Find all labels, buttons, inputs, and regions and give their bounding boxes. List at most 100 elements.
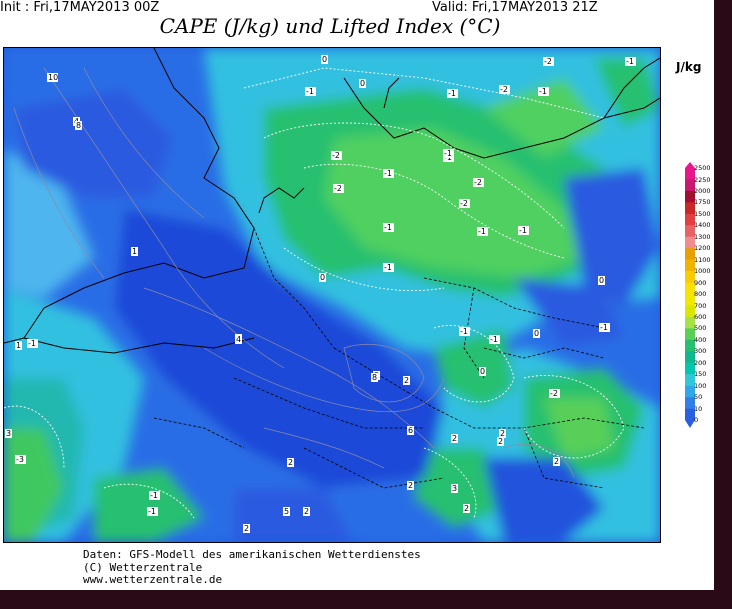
lifted-index-label: 2: [243, 524, 250, 533]
lifted-index-label: -2: [549, 389, 560, 398]
lifted-index-label: -2: [459, 199, 470, 208]
svg-text:8: 8: [372, 373, 377, 382]
colorbar-label: 1500: [694, 209, 711, 218]
bottom-frame: [0, 590, 732, 609]
colorbar-label: 600: [694, 312, 707, 321]
lifted-index-label: 2: [499, 429, 506, 438]
lifted-index-label: 0: [533, 329, 540, 338]
lifted-index-label: -1: [599, 323, 610, 332]
svg-text:-2: -2: [474, 178, 482, 187]
svg-text:-1: -1: [519, 226, 527, 235]
map-canvas: -2 -1 -2 -2 -1 -1 -1 -2 -1 -2 -1 -1 -2 -1 -1 -1 -1 -1 -1 -1…: [4, 48, 660, 542]
colorbar-label: 2500: [694, 164, 711, 172]
colorbar-bottom-arrow: [685, 420, 695, 428]
svg-text:-1: -1: [150, 491, 158, 500]
svg-text:-2: -2: [550, 389, 558, 398]
footer-credits: Daten: GFS-Modell des amerikanischen Wet…: [83, 548, 421, 587]
colorbar-cell: [685, 351, 695, 364]
colorbar-cell: [685, 190, 695, 203]
colorbar-label: 200: [694, 358, 707, 367]
lifted-index-label: 1: [15, 341, 22, 350]
colorbar-label: 50: [694, 393, 703, 402]
lifted-index-label: 2: [303, 507, 310, 516]
svg-text:-1: -1: [384, 263, 392, 272]
lifted-index-label: -1: [459, 327, 470, 336]
lifted-index-label: -1: [383, 263, 394, 272]
svg-text:3: 3: [452, 484, 457, 493]
colorbar-cell: [685, 213, 695, 226]
colorbar-cell: [685, 339, 695, 352]
colorbar-label: 400: [694, 335, 707, 344]
svg-text:-1: -1: [490, 335, 498, 344]
lifted-index-label: -1: [383, 169, 394, 178]
colorbar-label: 150: [694, 370, 707, 379]
lifted-index-label: 0: [598, 276, 605, 285]
colorbar-label: 800: [694, 290, 707, 298]
svg-text:6: 6: [408, 426, 413, 435]
lifted-index-label: -1: [625, 57, 636, 66]
colorbar-label: 1750: [694, 198, 711, 207]
svg-text:-1: -1: [448, 89, 456, 98]
lifted-index-label: -1: [518, 226, 529, 235]
colorbar-label: 700: [694, 301, 707, 310]
lifted-index-label: -1: [149, 491, 160, 500]
svg-text:2: 2: [500, 429, 505, 438]
colorbar-label: 2250: [694, 175, 711, 184]
lifted-index-label: -1: [447, 89, 458, 98]
cape-colorbar: [685, 162, 695, 428]
svg-text:-1: -1: [600, 323, 608, 332]
svg-text:2: 2: [288, 458, 293, 467]
colorbar-cell: [685, 328, 695, 341]
colorbar-cell: [685, 282, 695, 295]
lifted-index-label: 2: [497, 437, 504, 446]
svg-text:1: 1: [132, 247, 137, 256]
svg-text:2: 2: [404, 376, 409, 385]
lifted-index-label: 6: [407, 426, 414, 435]
lifted-index-label: 0: [321, 55, 328, 64]
li-labels: -2 -1 -2 -2 -1 -1 -1 -2 -1 -2 -1 -1 -2 -1 -1 -1 -1 -1 -1 -1…: [5, 55, 636, 533]
footer-copyright: (C) Wetterzentrale: [83, 560, 203, 574]
colorbar-label: 0: [694, 416, 699, 424]
svg-text:0: 0: [534, 329, 539, 338]
chart-sheet: Init : Fri,17MAY2013 00Z Valid: Fri,17MA…: [0, 0, 714, 590]
svg-text:-1: -1: [444, 149, 452, 158]
lifted-index-label: 4: [235, 335, 242, 344]
colorbar-cell: [685, 305, 695, 318]
svg-text:-2: -2: [334, 184, 342, 193]
country-borders: [153, 227, 645, 489]
colorbar-label: 10: [694, 404, 703, 413]
svg-text:8: 8: [76, 121, 81, 130]
colorbar-cell: [685, 168, 695, 180]
svg-text:-2: -2: [500, 85, 508, 94]
lifted-index-label: 2: [407, 481, 414, 490]
svg-text:-2: -2: [544, 57, 552, 66]
lifted-index-label: -1: [477, 227, 488, 236]
colorbar-label: 1300: [694, 232, 711, 241]
lifted-index-label: 3: [451, 484, 458, 493]
svg-text:10: 10: [48, 73, 58, 82]
lifted-index-label: -1: [489, 335, 500, 344]
lifted-index-label: 5: [283, 507, 290, 516]
colorbar-label: 1100: [694, 255, 711, 264]
footer-url: www.wetterzentrale.de: [83, 573, 223, 586]
lifted-index-label: -1: [443, 149, 454, 158]
lifted-index-label: 0: [479, 367, 486, 376]
colorbar-label: 2000: [694, 186, 711, 195]
init-time: Init : Fri,17MAY2013 00Z: [0, 0, 160, 15]
colorbar-cell: [685, 271, 695, 283]
svg-text:5: 5: [284, 507, 289, 516]
svg-text:2: 2: [554, 457, 559, 466]
colorbar-cell: [685, 316, 695, 329]
colorbar-label: 1000: [694, 267, 711, 276]
svg-text:1: 1: [16, 341, 21, 350]
svg-text:-1: -1: [460, 327, 468, 336]
colorbar-cell: [685, 202, 695, 215]
cape-field: [4, 48, 660, 542]
colorbar-unit: J/kg: [676, 60, 702, 74]
lifted-index-label: 2: [451, 434, 458, 443]
svg-text:2: 2: [452, 434, 457, 443]
colorbar-cell: [685, 385, 695, 398]
lifted-index-label: -3: [15, 455, 26, 464]
lifted-index-label: -2: [333, 184, 344, 193]
lifted-index-label: 0: [359, 79, 366, 88]
